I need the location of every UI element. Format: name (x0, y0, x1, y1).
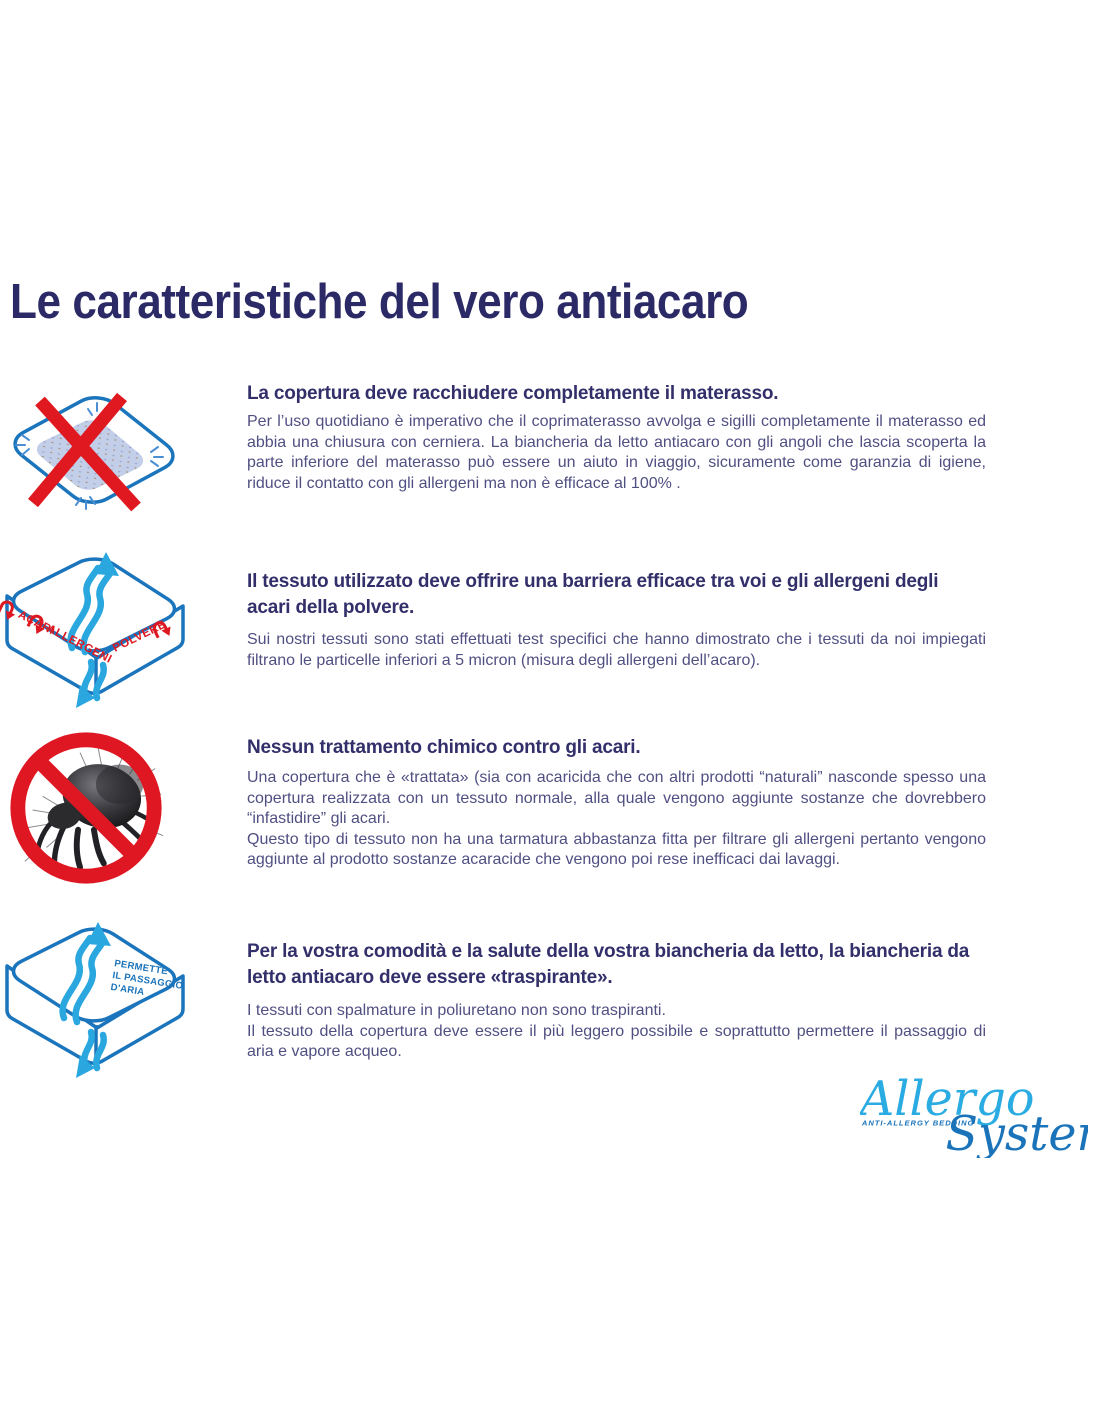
red-x (28, 392, 141, 512)
mattress-uncovered-crossed-svg (0, 392, 188, 512)
section-breathable: Per la vostra comodità e la salute della… (247, 939, 986, 1063)
air-arrow-up (67, 552, 119, 656)
no-dust-mite-icon (3, 725, 171, 898)
mattress-breathable-icon: PERMETTE IL PASSAGGIO D'ARIA (0, 918, 190, 1085)
mattress-top-face (4, 553, 185, 656)
logo-allergo: Allergo (860, 1073, 1035, 1127)
logo-tagline: ANTI-ALLERGY BEDDING (861, 1118, 975, 1127)
section-cover: La copertura deve racchiudere completame… (247, 381, 986, 494)
brand-logo-svg: Allergo ANTI-ALLERGY BEDDING System (856, 1072, 1100, 1162)
mattress-barrier-svg: ACARI ALLERGENI POLVERE (0, 552, 185, 708)
section-barrier-heading: Il tessuto utilizzato deve offrire una b… (247, 571, 939, 618)
section-cover-paragraph: Per l’uso quotidiano è imperativo che il… (247, 413, 986, 492)
section-barrier: Il tessuto utilizzato deve offrire una b… (247, 569, 986, 671)
section-breathable-paragraph-1: I tessuti con spalmature in poliuretano … (247, 1002, 666, 1019)
section-no-chemicals-paragraph-2: Questo tipo di tessuto non ha una tarmat… (247, 830, 986, 869)
air-arrow-up (59, 922, 111, 1026)
uturn-arrow-acari (0, 600, 16, 620)
mite-rear (95, 764, 144, 805)
page-title: Le caratteristiche del vero antiacaro (10, 275, 749, 329)
section-no-chemicals-heading: Nessun trattamento chimico contro gli ac… (247, 737, 641, 758)
logo-system: System (946, 1107, 1089, 1158)
air-arrow-down (76, 1028, 107, 1078)
section-breathable-paragraph-2: Il tessuto della copertura deve essere i… (247, 1022, 986, 1061)
uturn-arrow-polvere (152, 621, 171, 639)
mite-head (47, 802, 81, 830)
section-barrier-paragraph: Sui nostri tessuti sono stati effettuati… (247, 631, 986, 669)
no-dust-mite-svg (10, 732, 164, 884)
section-no-chemicals: Nessun trattamento chimico contro gli ac… (247, 735, 986, 871)
section-no-chemicals-paragraph-1: Una copertura che è «trattata» (sia con … (247, 769, 986, 827)
brand-logo: Allergo ANTI-ALLERGY BEDDING System (856, 1072, 1100, 1163)
mattress-barrier-icon: ACARI ALLERGENI POLVERE (0, 548, 190, 715)
mattress-breathable-svg: PERMETTE IL PASSAGGIO D'ARIA (5, 922, 185, 1078)
section-breathable-heading: Per la vostra comodità e la salute della… (247, 941, 970, 988)
section-cover-heading: La copertura deve racchiudere completame… (247, 383, 779, 404)
mattress-uncovered-crossed-icon (0, 383, 188, 518)
prohibition-sign (10, 732, 162, 884)
uturn-arrow-allergeni (26, 614, 45, 634)
air-arrow-down (76, 658, 107, 708)
sparkle-marks (15, 402, 164, 510)
breathable-label-line3: D'ARIA (110, 982, 145, 998)
